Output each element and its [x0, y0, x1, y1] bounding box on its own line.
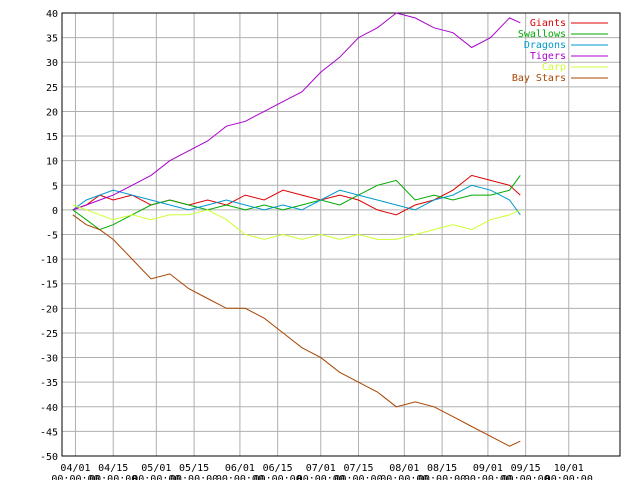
- legend-label: Dragons: [524, 40, 566, 51]
- y-tick-label: -50: [40, 452, 58, 463]
- x-tick-date-label: 07/15: [343, 463, 373, 474]
- y-tick-label: 30: [46, 58, 58, 69]
- x-tick-date-label: 06/15: [263, 463, 293, 474]
- y-tick-label: -20: [40, 304, 58, 315]
- y-tick-label: 15: [46, 132, 58, 143]
- y-tick-label: -35: [40, 378, 58, 389]
- x-tick-time-label: 00:00:00: [89, 474, 137, 480]
- x-tick-time-label: 00:00:00: [132, 474, 180, 480]
- x-tick-date-label: 04/15: [98, 463, 128, 474]
- legend-label: Bay Stars: [512, 73, 566, 84]
- x-axis-tick-labels: 04/0100:00:0004/1500:00:0005/0100:00:000…: [51, 463, 592, 480]
- x-tick-time-label: 00:00:00: [464, 474, 512, 480]
- y-tick-label: -5: [46, 231, 58, 242]
- y-tick-label: 40: [46, 9, 58, 20]
- y-tick-label: 35: [46, 34, 58, 45]
- y-tick-label: 10: [46, 157, 58, 168]
- x-tick-time-label: 00:00:00: [51, 474, 99, 480]
- y-tick-label: 20: [46, 107, 58, 118]
- series-line-swallows: [72, 175, 521, 231]
- series-line-bay-stars: [72, 214, 521, 447]
- y-tick-label: 25: [46, 83, 58, 94]
- y-tick-label: -30: [40, 354, 58, 365]
- x-tick-date-label: 09/15: [511, 463, 541, 474]
- x-tick-time-label: 00:00:00: [254, 474, 302, 480]
- x-tick-date-label: 06/01: [225, 463, 255, 474]
- x-tick-date-label: 08/15: [427, 463, 457, 474]
- legend-label: Tigers: [530, 51, 566, 62]
- legend-label: Giants: [530, 18, 566, 29]
- x-tick-time-label: 00:00:00: [545, 474, 593, 480]
- x-tick-time-label: 00:00:00: [418, 474, 466, 480]
- series-lines: [72, 12, 521, 447]
- x-tick-time-label: 00:00:00: [334, 474, 382, 480]
- series-line-tigers: [72, 12, 521, 211]
- series-line-giants: [72, 174, 521, 216]
- x-tick-date-label: 08/01: [389, 463, 419, 474]
- legend-label: Swallows: [518, 29, 566, 40]
- y-axis-tick-labels: 40 35 30 25 20 15 10 5 0 -5 -10 -15 -20 -25 -30 -35 -40 -…: [40, 9, 58, 463]
- x-tick-time-label: 00:00:00: [297, 474, 345, 480]
- y-tick-label: -40: [40, 403, 58, 414]
- grid: [62, 12, 620, 457]
- y-tick-label: 0: [52, 206, 58, 217]
- x-tick-date-label: 05/15: [179, 463, 209, 474]
- x-tick-time-label: 00:00:00: [170, 474, 218, 480]
- x-tick-time-label: 00:00:00: [380, 474, 428, 480]
- x-tick-time-label: 00:00:00: [216, 474, 264, 480]
- x-tick-date-label: 07/01: [306, 463, 336, 474]
- x-tick-time-label: 00:00:00: [502, 474, 550, 480]
- y-tick-label: -45: [40, 427, 58, 438]
- y-tick-label: -15: [40, 280, 58, 291]
- series-line-dragons: [72, 184, 521, 216]
- x-tick-date-label: 09/01: [473, 463, 503, 474]
- series-line-carp: [72, 204, 521, 240]
- plot-frame: [61, 12, 621, 457]
- y-tick-label: -10: [40, 255, 58, 266]
- legend-label: Carp: [542, 62, 566, 73]
- y-tick-label: -25: [40, 329, 58, 340]
- x-tick-date-label: 05/01: [141, 463, 171, 474]
- x-tick-date-label: 04/01: [60, 463, 90, 474]
- x-tick-date-label: 10/01: [554, 463, 584, 474]
- y-tick-label: 5: [52, 181, 58, 192]
